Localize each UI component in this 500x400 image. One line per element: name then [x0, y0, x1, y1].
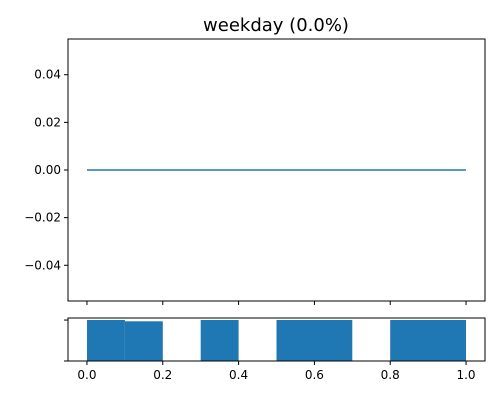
chart-title: weekday (0.0%) [203, 15, 349, 36]
main-y-tick-label: −0.02 [24, 211, 61, 225]
bottom-bars-group [87, 320, 466, 361]
main-y-tick-label: 0.00 [34, 163, 61, 177]
bottom-x-tick-label: 0.6 [305, 368, 324, 382]
main-y-tick-label: 0.02 [34, 115, 61, 129]
bar [125, 321, 163, 361]
bar [87, 320, 125, 361]
bottom-x-tick-label: 1.0 [456, 368, 475, 382]
main-y-tick-label: 0.04 [34, 68, 61, 82]
bottom-x-tick-label: 0.0 [77, 368, 96, 382]
main-y-tick-label: −0.04 [24, 258, 61, 272]
bottom-x-tick-label: 0.4 [229, 368, 248, 382]
bar [277, 320, 353, 361]
bottom-x-tick-label: 0.8 [381, 368, 400, 382]
bar [390, 320, 466, 361]
bar [201, 320, 239, 361]
bottom-x-tick-label: 0.2 [153, 368, 172, 382]
